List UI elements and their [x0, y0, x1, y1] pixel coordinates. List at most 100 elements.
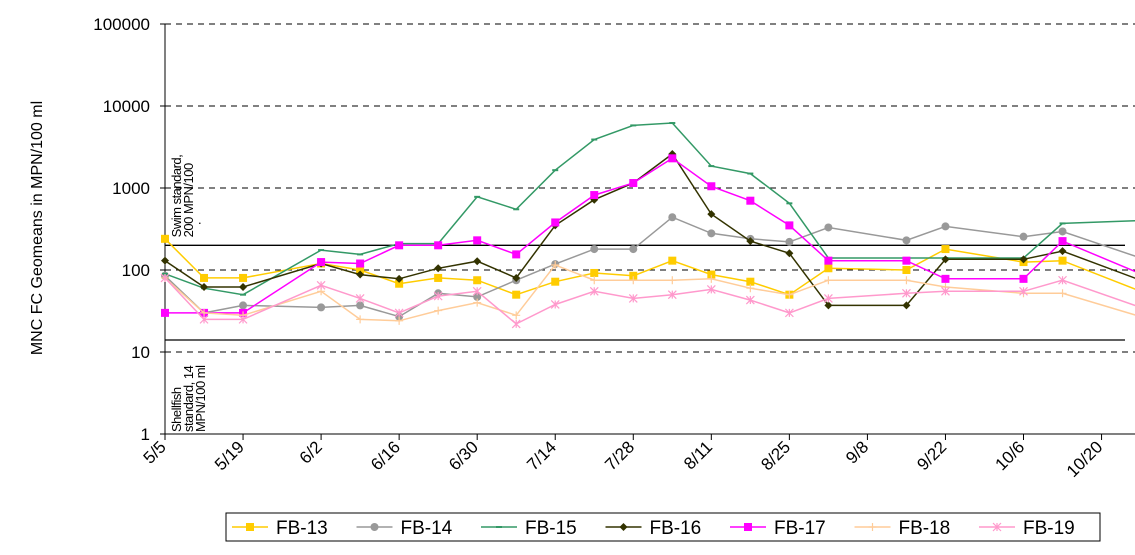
marker	[239, 283, 248, 292]
marker	[472, 286, 482, 296]
x-tick-label: 10/6	[991, 437, 1028, 474]
marker	[317, 303, 326, 312]
legend-label: FB-19	[1023, 518, 1075, 539]
marker	[746, 237, 755, 246]
marker	[1019, 274, 1028, 283]
legend-label: FB-18	[899, 518, 951, 539]
marker	[746, 196, 755, 205]
marker	[902, 236, 911, 245]
legend-label: FB-16	[650, 518, 702, 539]
marker	[707, 182, 716, 191]
marker	[161, 308, 169, 317]
marker	[317, 258, 326, 267]
marker	[707, 210, 716, 219]
marker	[434, 273, 443, 282]
marker	[628, 294, 638, 303]
y-tick-label: 1000	[112, 179, 150, 198]
marker	[550, 300, 560, 309]
marker	[824, 223, 833, 232]
y-tick-label: 100000	[93, 15, 150, 34]
series-line	[164, 122, 1135, 296]
series-line	[164, 277, 1135, 325]
annotation: .	[198, 212, 202, 227]
marker	[434, 264, 443, 273]
marker	[746, 277, 755, 286]
x-tick-label: 7/14	[523, 437, 560, 474]
marker	[395, 316, 404, 325]
marker	[161, 234, 169, 243]
marker	[433, 291, 443, 301]
marker	[473, 236, 482, 245]
marker	[316, 280, 326, 290]
y-tick-label: 1	[141, 425, 150, 444]
marker	[356, 315, 365, 324]
series-line	[164, 152, 1135, 307]
marker	[1058, 237, 1067, 246]
marker	[473, 257, 482, 266]
marker	[941, 286, 950, 296]
marker	[473, 292, 482, 301]
marker	[395, 274, 404, 283]
reference-label: 200 MPN/100	[181, 163, 196, 237]
marker	[629, 179, 638, 188]
marker	[668, 154, 677, 163]
reference-label: MPN/100 ml	[193, 365, 208, 432]
marker	[199, 314, 209, 324]
legend-marker	[744, 523, 752, 531]
marker	[941, 255, 950, 264]
marker	[239, 301, 248, 310]
marker	[239, 273, 248, 282]
marker	[395, 279, 404, 288]
marker	[1058, 275, 1067, 285]
marker	[902, 256, 911, 265]
y-axis-label: MNC FC Geomeans in MPN/100 ml	[29, 101, 46, 355]
legend-marker	[992, 522, 1002, 532]
marker	[512, 250, 521, 259]
marker	[395, 241, 404, 250]
marker	[1058, 256, 1067, 265]
marker	[356, 259, 365, 268]
marker	[745, 295, 755, 305]
legend-marker	[619, 523, 628, 531]
marker	[590, 245, 599, 254]
marker	[785, 237, 794, 246]
marker	[590, 276, 599, 285]
marker	[551, 261, 560, 270]
marker	[473, 276, 482, 285]
x-tick-label: 6/2	[296, 437, 326, 467]
marker	[589, 286, 599, 296]
x-tick-label: 6/30	[445, 437, 482, 474]
reference-label: Shellfish	[169, 387, 184, 432]
marker	[356, 270, 365, 279]
y-tick-label: 100	[122, 261, 150, 280]
marker	[668, 213, 677, 222]
marker	[1058, 247, 1067, 256]
reference-label: standard, 14	[181, 365, 196, 432]
marker	[512, 311, 521, 320]
marker	[434, 306, 443, 315]
marker	[629, 271, 638, 280]
marker	[200, 283, 209, 292]
marker	[784, 308, 794, 318]
marker	[824, 264, 833, 273]
marker	[668, 276, 677, 285]
series-line	[164, 238, 1135, 296]
marker	[941, 245, 950, 254]
marker	[200, 273, 209, 282]
y-tick-label: 10000	[103, 97, 150, 116]
marker	[785, 221, 794, 230]
marker	[629, 245, 638, 254]
marker	[941, 222, 950, 231]
marker	[902, 266, 911, 274]
marker	[511, 319, 521, 329]
x-tick-label: 9/8	[842, 437, 872, 467]
marker	[1058, 227, 1067, 236]
y-tick-label: 10	[131, 343, 150, 362]
marker	[785, 249, 794, 258]
marker	[629, 276, 638, 285]
marker	[394, 308, 404, 318]
marker	[238, 314, 248, 324]
marker	[551, 277, 560, 286]
x-tick-label: 9/22	[913, 437, 950, 474]
marker	[746, 284, 755, 293]
